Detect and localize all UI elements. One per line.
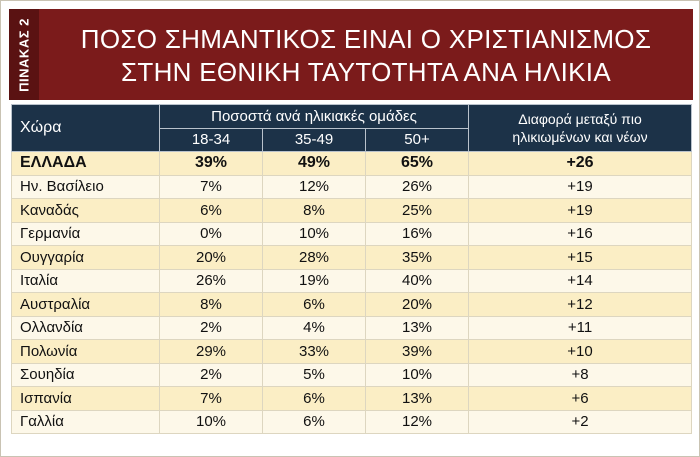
country-cell: Ισπανία [11, 386, 160, 411]
table-row: Πολωνία 29% 33% 39% +10 [11, 339, 693, 364]
table-row: Ιταλία 26% 19% 40% +14 [11, 268, 693, 293]
page-title: ΠΟΣΟ ΣΗΜΑΝΤΙΚΟΣ ΕΙΝΑΙ Ο ΧΡΙΣΤΙΑΝΙΣΜΟΣ ΣΤ… [43, 23, 689, 89]
title-banner: ΠΙΝΑΚΑΣ 2 ΠΟΣΟ ΣΗΜΑΝΤΙΚΟΣ ΕΙΝΑΙ Ο ΧΡΙΣΤΙ… [9, 9, 693, 100]
difference-header-line-1: Διαφορά μεταξύ πιο [518, 111, 642, 127]
country-cell: Γερμανία [11, 221, 160, 246]
difference-cell: +10 [468, 339, 693, 364]
table-row: Σουηδία 2% 5% 10% +8 [11, 362, 693, 387]
value-cell-18-34: 0% [159, 221, 263, 246]
country-cell: ΕΛΛΑΔΑ [11, 151, 160, 176]
value-cell-35-49: 28% [262, 245, 366, 270]
table-row: Ην. Βασίλειο 7% 12% 26% +19 [11, 174, 693, 199]
difference-cell: +19 [468, 174, 693, 199]
value-cell-35-49: 12% [262, 174, 366, 199]
country-cell: Γαλλία [11, 409, 160, 434]
value-cell-35-49: 5% [262, 362, 366, 387]
side-label: ΠΙΝΑΚΑΣ 2 [16, 17, 32, 92]
value-cell-35-49: 10% [262, 221, 366, 246]
country-cell: Αυστραλία [11, 292, 160, 317]
value-cell-18-34: 2% [159, 315, 263, 340]
value-cell-50-plus: 20% [364, 292, 470, 317]
value-cell-18-34: 7% [159, 174, 263, 199]
value-cell-35-49: 4% [262, 315, 366, 340]
value-cell-18-34: 26% [159, 268, 263, 293]
value-cell-50-plus: 13% [364, 315, 470, 340]
table-body: ΕΛΛΑΔΑ 39% 49% 65% +26 Ην. Βασίλειο 7% 1… [11, 151, 693, 434]
value-cell-18-34: 8% [159, 292, 263, 317]
difference-cell: +6 [468, 386, 693, 411]
value-cell-18-34: 20% [159, 245, 263, 270]
difference-cell: +2 [468, 409, 693, 434]
table-row: ΕΛΛΑΔΑ 39% 49% 65% +26 [11, 151, 693, 176]
table-row: Γαλλία 10% 6% 12% +2 [11, 409, 693, 434]
column-header-age-50-plus: 50+ [364, 127, 470, 152]
difference-cell: +19 [468, 198, 693, 223]
value-cell-18-34: 10% [159, 409, 263, 434]
value-cell-50-plus: 35% [364, 245, 470, 270]
difference-cell: +8 [468, 362, 693, 387]
column-header-age-35-49: 35-49 [262, 127, 366, 152]
table-row: Καναδάς 6% 8% 25% +19 [11, 198, 693, 223]
value-cell-35-49: 19% [262, 268, 366, 293]
country-cell: Σουηδία [11, 362, 160, 387]
country-cell: Ολλανδία [11, 315, 160, 340]
column-header-age-groups: Ποσοστά ανά ηλικιακές ομάδες [158, 104, 470, 129]
value-cell-35-49: 33% [262, 339, 366, 364]
difference-cell: +26 [468, 151, 693, 176]
column-header-difference: Διαφορά μεταξύ πιο ηλικιωμένων και νέων [468, 104, 693, 152]
difference-cell: +11 [468, 315, 693, 340]
value-cell-50-plus: 26% [364, 174, 470, 199]
title-line-2: ΣΤΗΝ ΕΘΝΙΚΗ ΤΑΥΤΟΤΗΤΑ ΑΝΑ ΗΛΙΚΙΑ [121, 57, 611, 87]
value-cell-18-34: 39% [159, 151, 263, 176]
country-cell: Ιταλία [11, 268, 160, 293]
difference-cell: +14 [468, 268, 693, 293]
value-cell-35-49: 8% [262, 198, 366, 223]
value-cell-35-49: 6% [262, 409, 366, 434]
column-header-age-18-34: 18-34 [159, 127, 263, 152]
country-cell: Καναδάς [11, 198, 160, 223]
table-row: Ολλανδία 2% 4% 13% +11 [11, 315, 693, 340]
value-cell-50-plus: 39% [364, 339, 470, 364]
title-line-1: ΠΟΣΟ ΣΗΜΑΝΤΙΚΟΣ ΕΙΝΑΙ Ο ΧΡΙΣΤΙΑΝΙΣΜΟΣ [80, 24, 652, 54]
value-cell-50-plus: 16% [364, 221, 470, 246]
value-cell-18-34: 2% [159, 362, 263, 387]
difference-cell: +15 [468, 245, 693, 270]
value-cell-50-plus: 13% [364, 386, 470, 411]
value-cell-50-plus: 25% [364, 198, 470, 223]
side-label-box: ΠΙΝΑΚΑΣ 2 [9, 9, 39, 100]
table-row: Αυστραλία 8% 6% 20% +12 [11, 292, 693, 317]
value-cell-50-plus: 40% [364, 268, 470, 293]
difference-header-line-2: ηλικιωμένων και νέων [512, 129, 648, 145]
country-cell: Πολωνία [11, 339, 160, 364]
table-row: Γερμανία 0% 10% 16% +16 [11, 221, 693, 246]
value-cell-35-49: 49% [262, 151, 366, 176]
value-cell-35-49: 6% [262, 386, 366, 411]
difference-cell: +16 [468, 221, 693, 246]
table-row: Ισπανία 7% 6% 13% +6 [11, 386, 693, 411]
value-cell-35-49: 6% [262, 292, 366, 317]
table-row: Ουγγαρία 20% 28% 35% +15 [11, 245, 693, 270]
table-head: Χώρα Ποσοστά ανά ηλικιακές ομάδες Διαφορ… [11, 104, 693, 152]
value-cell-18-34: 6% [159, 198, 263, 223]
value-cell-50-plus: 12% [364, 409, 470, 434]
value-cell-18-34: 29% [159, 339, 263, 364]
data-table: Χώρα Ποσοστά ανά ηλικιακές ομάδες Διαφορ… [11, 104, 693, 434]
value-cell-50-plus: 10% [364, 362, 470, 387]
value-cell-18-34: 7% [159, 386, 263, 411]
country-cell: Ην. Βασίλειο [11, 174, 160, 199]
column-header-country: Χώρα [11, 104, 160, 152]
country-cell: Ουγγαρία [11, 245, 160, 270]
difference-cell: +12 [468, 292, 693, 317]
value-cell-50-plus: 65% [364, 151, 470, 176]
